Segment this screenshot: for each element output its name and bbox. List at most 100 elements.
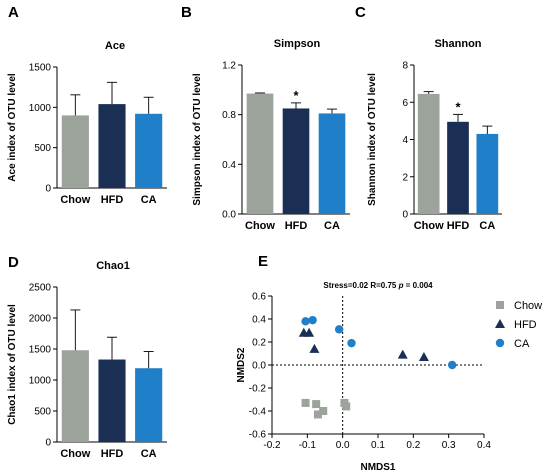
panel-label: E (258, 253, 268, 270)
y-tick-label: 1000 (29, 376, 52, 387)
panel-label: B (181, 4, 192, 21)
x-tick-label: 0.1 (371, 440, 385, 451)
panel-b: B Simpson Simpson index of OTU level 0.0 0.4… (181, 4, 350, 232)
y-tick-label: 1500 (29, 345, 52, 356)
y-tick-label: 500 (34, 407, 51, 418)
chart-title: Chao1 (96, 260, 130, 272)
y-tick-label: 0.0 (252, 361, 266, 372)
bar-chow (61, 350, 89, 442)
x-tick-label: Chow (245, 220, 275, 232)
y-tick-label: -0.2 (249, 384, 267, 395)
point-hfd (304, 327, 315, 337)
point-chow (342, 402, 351, 411)
point-chow (313, 410, 322, 419)
x-tick-label: Chow (414, 220, 444, 232)
x-tick-label: CA (141, 194, 157, 206)
panel-a: A Ace Ace index of OTU level 0 500 1000 1500 Ch… (7, 4, 167, 206)
significance-marker: * (455, 99, 461, 114)
point-hfd (309, 343, 320, 353)
x-tick-label: Chow (60, 194, 90, 206)
bar-ca (135, 368, 163, 442)
x-tick-label: Chow (60, 448, 90, 460)
y-axis-label: NMDS2 (236, 347, 247, 382)
x-tick-label: CA (479, 220, 495, 232)
y-axis-label: Shannon index of OTU level (367, 73, 378, 206)
y-axis-label: Chao1 index of OTU level (7, 304, 18, 425)
y-tick-label: 1000 (29, 103, 52, 114)
x-tick-label: CA (141, 448, 157, 460)
y-tick-label: 0 (45, 184, 51, 195)
chart-title: Ace (105, 40, 125, 52)
x-tick-label: -0.1 (299, 440, 317, 451)
point-ca (308, 315, 317, 325)
y-tick-label: 2500 (29, 283, 52, 294)
bar-chow (246, 93, 274, 214)
panel-label: C (355, 4, 366, 21)
x-axis-label: NMDS1 (360, 462, 395, 473)
y-tick-label: 1.2 (222, 61, 236, 72)
y-tick-label: -0.4 (249, 407, 267, 418)
point-chow (312, 400, 321, 409)
x-tick-label: 0.3 (442, 440, 456, 451)
x-tick-label: CA (324, 220, 340, 232)
panel-label: A (8, 4, 19, 21)
point-ca (347, 338, 356, 348)
stress-annotation: Stress=0.02 R=0.75 p = 0.004 (323, 281, 433, 290)
point-chow (319, 407, 328, 415)
y-tick-label: 0.4 (252, 315, 266, 326)
y-axis-label: Ace index of OTU level (7, 73, 18, 182)
chart-title: Simpson (274, 38, 321, 50)
y-axis-label: Simpson index of OTU level (192, 73, 203, 205)
bar-hfd (98, 359, 126, 442)
y-tick-label: 4 (402, 135, 408, 146)
y-tick-label: 0.8 (222, 110, 236, 121)
y-tick-label: 0.4 (222, 160, 236, 171)
y-tick-label: 6 (402, 98, 408, 109)
x-tick-label: HFD (447, 220, 470, 232)
legend-marker-chow (496, 301, 504, 309)
legend-label: CA (514, 338, 530, 350)
x-tick-label: 0.2 (406, 440, 420, 451)
bar-ca (476, 133, 499, 214)
panel-c: C Shannon Shannon index of OTU level 0 2 4 6 8 C… (355, 4, 502, 232)
y-tick-label: 500 (34, 143, 51, 154)
legend-marker-hfd (495, 319, 505, 328)
x-tick-label: 0.4 (477, 440, 491, 451)
x-tick-label: -0.2 (263, 440, 281, 451)
x-tick-label: 0.0 (336, 440, 350, 451)
stress-text: Stress=0.02 R=0.75 (323, 281, 398, 290)
point-ca (334, 325, 344, 334)
legend-label: HFD (514, 319, 537, 331)
point-hfd (397, 349, 408, 359)
x-tick-label: HFD (285, 220, 308, 232)
y-tick-label: 2000 (29, 314, 52, 325)
bar-hfd (447, 121, 469, 214)
x-tick-label: HFD (101, 194, 124, 206)
bar-hfd (98, 104, 126, 188)
bar-chow (417, 93, 440, 214)
point-ca (448, 360, 457, 370)
stress-value: = 0.004 (403, 281, 433, 290)
y-tick-label: -0.6 (249, 430, 267, 441)
x-tick-label: HFD (101, 448, 124, 460)
y-tick-label: 1500 (29, 63, 52, 74)
panel-label: D (8, 254, 19, 271)
bar-ca (318, 113, 346, 214)
point-hfd (418, 351, 429, 361)
point-ca (301, 317, 310, 326)
legend-marker-ca (495, 338, 505, 348)
bar-hfd (282, 108, 310, 214)
bar-chow (61, 115, 89, 188)
y-tick-label: 0 (45, 438, 51, 449)
point-chow (301, 398, 310, 407)
y-tick-label: 2 (402, 172, 408, 183)
y-tick-label: 0.0 (222, 210, 236, 221)
stress-p: p (398, 281, 404, 290)
bar-ca (135, 113, 163, 188)
significance-marker: * (293, 88, 299, 103)
y-tick-label: 8 (402, 61, 408, 72)
panel-e: E Stress=0.02 R=0.75 p = 0.004 -0.2 -0.1 0.0… (236, 253, 542, 473)
y-tick-label: 0.6 (252, 292, 266, 303)
legend-label: Chow (514, 300, 542, 312)
